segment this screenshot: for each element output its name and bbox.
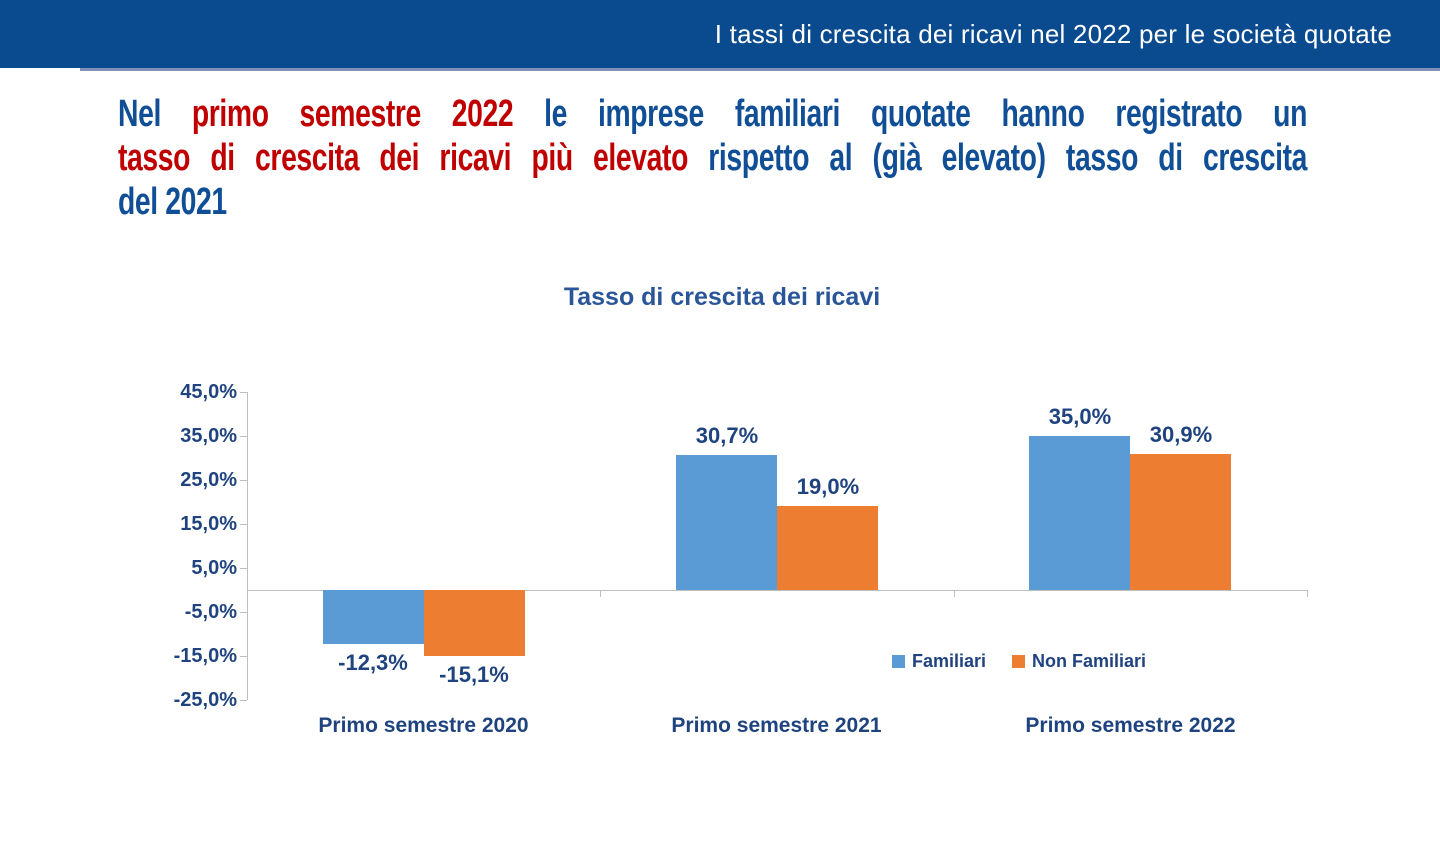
- y-tick-label: 45,0%: [180, 381, 237, 403]
- header-underline: [80, 68, 1440, 71]
- bar-familiari-0: [323, 590, 424, 644]
- x-boundary-tick: [600, 590, 601, 597]
- x-boundary-tick: [954, 590, 955, 597]
- y-tick-label: -5,0%: [184, 601, 237, 623]
- y-tick: [240, 524, 247, 525]
- headline-line-1: Nel primo semestre 2022 le imprese famil…: [118, 92, 1307, 136]
- y-tick: [240, 568, 247, 569]
- legend-item-familiari: Familiari: [892, 651, 986, 672]
- data-label: 30,7%: [695, 423, 759, 448]
- y-tick-label: -15,0%: [173, 645, 237, 667]
- headline-segment-red: primo semestre 2022: [191, 93, 514, 135]
- y-tick: [240, 436, 247, 437]
- legend-label: Familiari: [912, 651, 987, 671]
- x-axis-line: [247, 590, 1307, 591]
- bar-non-familiari-2: [1130, 454, 1231, 590]
- y-tick-label: 35,0%: [180, 425, 237, 447]
- headline-segment-blue: rispetto al (già elevato) tasso di cresc…: [688, 137, 1308, 179]
- bar-familiari-2: [1029, 436, 1130, 590]
- y-tick: [240, 480, 247, 481]
- bar-familiari-1: [676, 455, 777, 590]
- data-label: 30,9%: [1149, 422, 1213, 447]
- headline-segment-blue: del 2021: [118, 181, 227, 223]
- legend-label: Non Familiari: [1032, 651, 1147, 671]
- data-label: -15,1%: [439, 662, 509, 687]
- y-tick: [240, 656, 247, 657]
- headline-line-2: tasso di crescita dei ricavi più elevato…: [118, 136, 1307, 180]
- y-tick-label: 25,0%: [180, 469, 237, 491]
- data-label: 35,0%: [1048, 404, 1112, 429]
- y-tick: [240, 612, 247, 613]
- y-tick-label: 5,0%: [191, 557, 237, 579]
- bar-non-familiari-1: [777, 506, 878, 590]
- y-tick-label: 15,0%: [180, 513, 237, 535]
- legend-item-non-familiari: Non Familiari: [1012, 651, 1146, 672]
- header-title: I tassi di crescita dei ricavi nel 2022 …: [714, 18, 1392, 49]
- x-boundary-tick: [1307, 590, 1308, 597]
- y-tick-label: -25,0%: [173, 689, 237, 711]
- headline-segment-red: tasso di crescita dei ricavi più elevato: [118, 137, 689, 179]
- legend-swatch-non-familiari: [1012, 655, 1026, 668]
- chart-title: Tasso di crescita dei ricavi: [563, 283, 881, 311]
- bar-non-familiari-0: [424, 590, 525, 656]
- y-tick: [240, 392, 247, 393]
- legend: Familiari Non Familiari: [892, 651, 1146, 672]
- headline-segment-blue: le imprese familiari quotate hanno regis…: [513, 93, 1308, 135]
- headline-line-3: del 2021: [118, 180, 1307, 224]
- category-label: Primo semestre 2020: [318, 714, 529, 737]
- y-tick: [240, 700, 247, 701]
- data-label: 19,0%: [796, 474, 860, 499]
- category-label: Primo semestre 2021: [671, 714, 882, 737]
- headline: Nel primo semestre 2022 le imprese famil…: [118, 92, 1440, 224]
- data-label: -12,3%: [338, 650, 408, 675]
- legend-swatch-familiari: [892, 655, 905, 668]
- header-bar: I tassi di crescita dei ricavi nel 2022 …: [0, 0, 1440, 68]
- y-axis-line: [247, 392, 248, 700]
- category-label: Primo semestre 2022: [1025, 714, 1236, 737]
- headline-segment-blue: Nel: [118, 93, 192, 135]
